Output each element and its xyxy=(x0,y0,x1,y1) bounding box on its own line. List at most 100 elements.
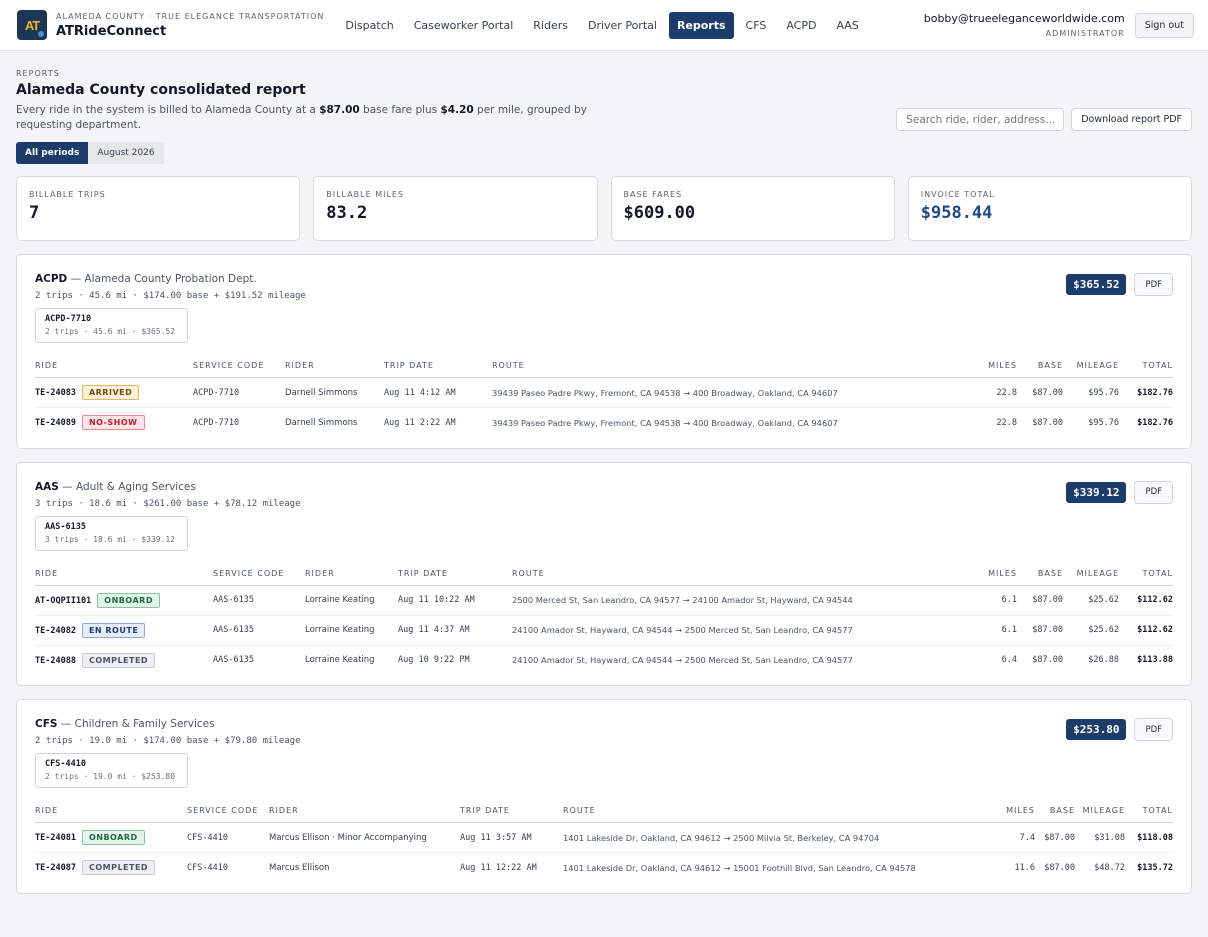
mileage-cell: $95.76 xyxy=(1063,377,1119,408)
department-name: — Adult & Aging Services xyxy=(58,480,196,493)
service-code-card[interactable]: ACPD-7710 2 trips · 45.6 mi · $365.52 xyxy=(35,308,188,343)
table-row[interactable]: TE-24083 ARRIVED ACPD-7710 Darnell Simmons A… xyxy=(35,377,1173,408)
search-input[interactable] xyxy=(896,108,1065,131)
service-code-cell: CFS-4410 xyxy=(187,862,228,873)
service-code-card[interactable]: CFS-4410 2 trips · 19.0 mi · $253.80 xyxy=(35,753,188,788)
route-cell: 2500 Merced St, San Leandro, CA 94577 → … xyxy=(512,585,977,616)
ride-id[interactable]: TE-24083 xyxy=(35,388,76,398)
total-cell: $113.88 xyxy=(1137,655,1173,666)
department-card-aas: AAS — Adult & Aging Services 3 trips · 18… xyxy=(16,461,1192,686)
route-cell: 24100 Amador St, Hayward, CA 94544 → 250… xyxy=(512,655,853,666)
period-tabs: All periods August 2026 xyxy=(16,142,1192,164)
department-info: CFS — Children & Family Services 2 trips … xyxy=(35,718,301,788)
nav-dispatch[interactable]: Dispatch xyxy=(345,18,394,32)
nav-caseworker-portal[interactable]: Caseworker Portal xyxy=(413,18,514,32)
ride-id[interactable]: AT-OQPII101 xyxy=(35,595,92,606)
department-total-badge: $339.12 xyxy=(1066,481,1127,503)
column-header: RIDER xyxy=(305,568,398,586)
ride-id[interactable]: TE-24082 xyxy=(35,625,76,636)
stat-value: $609.00 xyxy=(623,203,696,223)
department-pdf-button[interactable]: PDF xyxy=(1134,480,1173,504)
column-header: RIDE xyxy=(35,568,213,586)
mileage-cell: $25.62 xyxy=(1063,585,1119,616)
column-header: ROUTE xyxy=(512,568,977,586)
tab-august-2026[interactable]: August 2026 xyxy=(88,142,164,164)
ride-id[interactable]: TE-24081 xyxy=(35,833,76,843)
mileage-cell: $31.08 xyxy=(1075,822,1125,853)
department-actions: $253.80 PDF xyxy=(1066,718,1173,741)
table-row[interactable]: TE-24089 NO-SHOW ACPD-7710 Darnell Simmons A… xyxy=(35,408,1173,438)
nav-driver-portal[interactable]: Driver Portal xyxy=(587,18,657,32)
user-email: bobby@trueeleganceworldwide.com xyxy=(923,12,1125,25)
status-badge: COMPLETED xyxy=(81,652,156,668)
department-total-badge: $365.52 xyxy=(1066,274,1127,295)
user-info: bobby@trueeleganceworldwide.com ADMINIST… xyxy=(924,12,1125,38)
table-row[interactable]: AT-OQPII101 ONBOARD AAS-6135 Lorraine Keati… xyxy=(35,585,1173,616)
column-header: ROUTE xyxy=(563,806,995,823)
status-badge: NO-SHOW xyxy=(81,415,145,431)
main-nav: Dispatch Caseworker Portal Riders Driver Po… xyxy=(337,11,866,39)
status-badge: ONBOARD xyxy=(97,592,160,608)
mileage-cell: $26.88 xyxy=(1088,655,1119,666)
stat-label: BILLABLE MILES xyxy=(326,190,405,199)
column-header: ROUTE xyxy=(492,361,977,378)
table-row[interactable]: TE-24081 ONBOARD CFS-4410 Marcus Ellison · … xyxy=(35,822,1173,853)
nav-riders[interactable]: Riders xyxy=(533,18,568,32)
nav-cfs[interactable]: CFS xyxy=(745,18,767,32)
table-header-row: RIDE SERVICE CODE RIDER TRIP DATE ROUTE MILES… xyxy=(35,806,1173,823)
department-pdf-button[interactable]: PDF xyxy=(1134,273,1173,296)
ride-id[interactable]: TE-24088 xyxy=(35,655,76,666)
service-code-card[interactable]: AAS-6135 3 trips · 18.6 mi · $339.12 xyxy=(35,515,188,551)
column-header: TOTAL xyxy=(1125,806,1173,823)
rider-cell: Marcus Ellison · Minor Accompanying xyxy=(269,822,460,853)
service-code-meta: 2 trips · 19.0 mi · $253.80 xyxy=(45,772,176,781)
org-name: ALAMEDA COUNTY · TRUE ELEGANCE TRANSPORT… xyxy=(56,11,325,21)
route-cell: 39439 Paseo Padre Pkwy, Fremont, CA 9453… xyxy=(492,377,977,408)
nav-acpd[interactable]: ACPD xyxy=(786,18,817,32)
ride-cell: TE-24081 ONBOARD xyxy=(35,822,187,853)
department-pdf-button[interactable]: PDF xyxy=(1134,718,1173,741)
download-report-pdf-button[interactable]: Download report PDF xyxy=(1071,108,1192,131)
table-row[interactable]: TE-24082 EN ROUTE AAS-6135 Lorraine Keating… xyxy=(35,615,1173,646)
tab-all-periods[interactable]: All periods xyxy=(16,142,89,164)
user-role: ADMINISTRATOR xyxy=(1045,29,1125,38)
total-cell: $112.62 xyxy=(1119,615,1173,646)
miles-cell: 22.8 xyxy=(996,417,1017,428)
page-eyebrow: REPORTS xyxy=(16,69,60,78)
department-code: AAS xyxy=(35,480,59,493)
app-logo[interactable]: AT xyxy=(17,10,47,40)
column-header: MILEAGE xyxy=(1063,361,1119,378)
ride-cell: TE-24088 COMPLETED xyxy=(35,645,213,675)
department-info: AAS — Adult & Aging Services 3 trips · 18… xyxy=(35,481,301,551)
column-header: SERVICE CODE xyxy=(193,361,285,378)
ride-id[interactable]: TE-24089 xyxy=(35,418,76,429)
column-header: TOTAL xyxy=(1119,568,1173,586)
stat-card: BILLABLE TRIPS 7 xyxy=(16,176,301,241)
department-name: — Alameda County Probation Dept. xyxy=(67,273,257,285)
column-header: RIDE xyxy=(35,806,187,823)
table-row[interactable]: TE-24087 COMPLETED CFS-4410 Marcus Ellison A… xyxy=(35,853,1173,883)
rider-cell: Darnell Simmons xyxy=(285,417,358,428)
service-code-cell: CFS-4410 xyxy=(187,822,269,853)
service-code: AAS-6135 xyxy=(45,521,86,532)
nav-reports[interactable]: Reports xyxy=(668,11,734,39)
service-code-cell: AAS-6135 xyxy=(213,615,305,646)
app-name: ATRideConnect xyxy=(56,23,167,39)
table-header-row: RIDE SERVICE CODE RIDER TRIP DATE ROUTE MILES… xyxy=(35,361,1173,378)
ride-id[interactable]: TE-24087 xyxy=(35,863,76,874)
rider-cell: Lorraine Keating xyxy=(305,655,375,666)
nav-aas[interactable]: AAS xyxy=(836,18,859,32)
rider-cell: Lorraine Keating xyxy=(305,615,398,646)
department-actions: $339.12 PDF xyxy=(1066,480,1173,504)
sign-out-button[interactable]: Sign out xyxy=(1134,12,1194,38)
ride-cell: TE-24087 COMPLETED xyxy=(35,853,187,883)
service-code-meta: 3 trips · 18.6 mi · $339.12 xyxy=(45,534,176,544)
trip-date-cell: Aug 11 2:22 AM xyxy=(384,417,456,428)
department-summary: 2 trips · 19.0 mi · $174.00 base + $79.8… xyxy=(35,736,301,746)
status-badge: EN ROUTE xyxy=(81,622,146,638)
column-header: TRIP DATE xyxy=(398,568,512,586)
route-cell: 39439 Paseo Padre Pkwy, Fremont, CA 9453… xyxy=(492,417,838,428)
column-header: BASE xyxy=(1035,806,1075,823)
table-row[interactable]: TE-24088 COMPLETED AAS-6135 Lorraine Keatin… xyxy=(35,645,1173,675)
stat-card: BILLABLE MILES 83.2 xyxy=(313,176,598,241)
